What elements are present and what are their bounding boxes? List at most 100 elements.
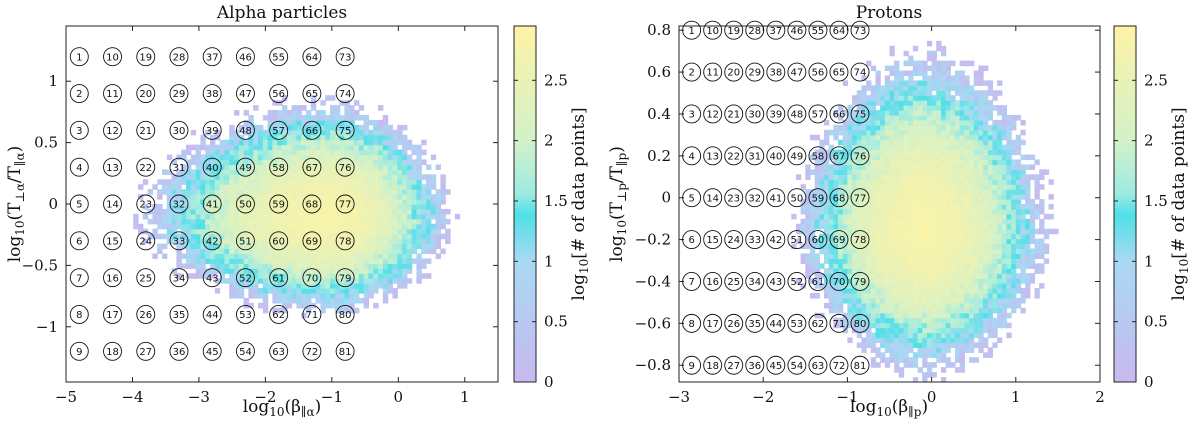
heatmap-cell [870,243,877,250]
heatmap-cell [421,248,427,255]
heatmap-cell [931,213,937,220]
heatmap-cell [894,174,900,180]
heatmap-cell [828,253,834,259]
heatmap-cell [950,312,956,319]
heatmap-cell [856,218,863,225]
heatmap-cell [392,218,398,225]
heatmap-cell [277,174,283,180]
heatmap-cell [205,223,211,230]
heatmap-cell [1020,293,1026,299]
heatmap-cell [291,204,297,210]
heatmap-cell [1039,204,1045,210]
heatmap-cell [373,243,379,250]
heatmap-cell [875,317,881,324]
heatmap-cell [306,297,312,304]
heatmap-cell [320,144,326,151]
heatmap-cell [306,213,312,220]
heatmap-cell [1039,184,1045,190]
heatmap-cell [889,213,895,220]
heatmap-cell [889,218,895,225]
heatmap-cell [1020,268,1026,274]
heatmap-cell [954,253,961,259]
heatmap-cell [176,179,182,185]
heatmap-cell [898,179,905,185]
heatmap-cell [1043,248,1050,255]
bin-number: 42 [206,236,219,247]
heatmap-cell [875,80,881,86]
heatmap-cell [880,100,886,106]
heatmap-cell [296,213,302,220]
heatmap-cell [964,174,970,180]
heatmap-cell [880,110,886,116]
heatmap-cell [870,293,877,299]
heatmap-cell [969,337,975,344]
heatmap-cell [912,273,919,279]
heatmap-cell [964,288,970,294]
heatmap-cell [286,293,293,299]
heatmap-cell [301,273,307,279]
heatmap-cell [277,184,283,190]
bin-circle [69,157,89,177]
heatmap-cell [987,169,994,175]
heatmap-cell [210,154,216,161]
heatmap-cell [936,273,942,279]
heatmap-cell [411,174,417,180]
heatmap-cell [908,362,914,368]
heatmap-cell [392,164,398,170]
heatmap-cell [166,223,173,230]
heatmap-cell [894,297,900,304]
heatmap-cell [824,208,830,215]
heatmap-cell [950,95,956,101]
bin-circle [335,268,355,288]
heatmap-cell [1001,174,1008,180]
heatmap-cell [917,85,923,91]
bin-circle [724,104,744,124]
heatmap-cell [195,233,201,240]
heatmap-cell [983,317,989,324]
heatmap-cell [363,149,369,156]
heatmap-cell [291,253,297,259]
heatmap-cell [1006,218,1012,225]
alpha-colorbar-label: log10[# of data points] [569,107,591,300]
heatmap-cell [205,169,211,175]
heatmap-cell [157,189,163,195]
heatmap-cell [238,258,245,264]
heatmap-cell [936,248,942,255]
heatmap-cell [861,174,867,180]
heatmap-cell [969,253,975,259]
heatmap-cell [334,115,341,121]
heatmap-cell [243,283,249,289]
heatmap-cell [931,347,937,353]
heatmap-cell [272,223,278,230]
heatmap-cell [866,293,872,299]
heatmap-cell [861,218,867,225]
heatmap-cell [272,208,278,215]
heatmap-cell [838,283,844,289]
heatmap-cell [856,174,863,180]
heatmap-cell [828,169,834,175]
bin-number: 44 [769,319,782,330]
heatmap-cell [200,179,206,185]
heatmap-cell [861,263,867,269]
heatmap-cell [969,60,975,67]
heatmap-cell [852,233,858,240]
heatmap-cell [277,129,283,136]
heatmap-cell [987,288,994,294]
heatmap-cell [166,154,173,161]
heatmap-cell [889,70,895,77]
heatmap-cell [964,85,970,91]
heatmap-cell [922,347,928,353]
heatmap-cell [378,258,384,264]
heatmap-cell [262,278,269,284]
heatmap-cell [1034,243,1040,250]
heatmap-cell [987,124,994,131]
heatmap-cell [861,347,867,353]
heatmap-cell [358,223,365,230]
heatmap-cell [411,258,417,264]
heatmap-cell [234,213,240,220]
bin-circle [724,20,744,40]
heatmap-cell [842,297,848,304]
heatmap-cell [306,248,312,255]
heatmap-cell [898,268,905,274]
heatmap-cell [950,154,956,161]
